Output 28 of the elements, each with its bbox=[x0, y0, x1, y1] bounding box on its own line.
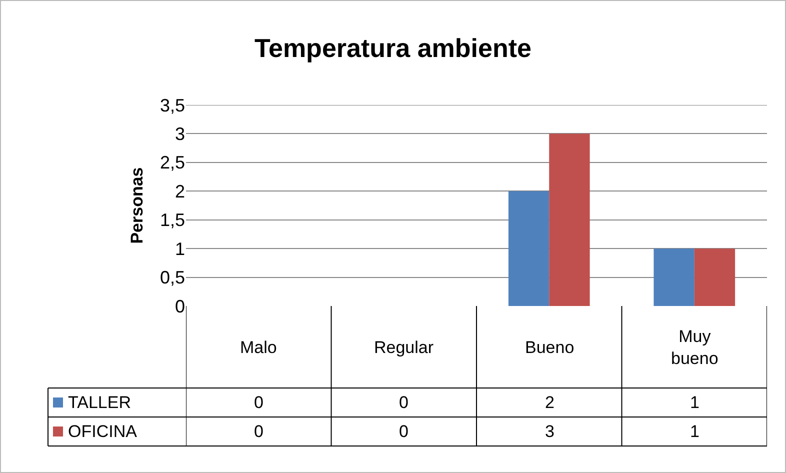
data-label: 1 bbox=[690, 393, 700, 412]
y-tick-label: 2 bbox=[174, 181, 185, 202]
y-axis-title: Personas bbox=[128, 167, 147, 244]
data-label: 1 bbox=[690, 422, 700, 441]
y-tick-label: 3 bbox=[174, 124, 185, 144]
data-label: 3 bbox=[545, 422, 554, 441]
bar bbox=[508, 191, 550, 306]
bar bbox=[549, 134, 590, 306]
legend-label: OFICINA bbox=[68, 422, 138, 441]
data-label: 0 bbox=[254, 422, 264, 441]
y-tick-label: 0 bbox=[174, 296, 185, 316]
data-label: 2 bbox=[545, 393, 554, 412]
x-tick-label: Muy bueno bbox=[671, 327, 718, 368]
y-tick-label: 1,5 bbox=[160, 210, 185, 230]
y-tick-label: 1 bbox=[174, 238, 185, 259]
y-tick-label: 3,5 bbox=[160, 95, 185, 116]
x-tick-label: Bueno bbox=[525, 338, 574, 357]
y-tick-label: 2,5 bbox=[160, 152, 185, 173]
y-tick-label: 0,5 bbox=[160, 268, 185, 288]
x-tick-label: Malo bbox=[240, 338, 277, 357]
data-label: 0 bbox=[399, 422, 408, 441]
data-label: 0 bbox=[399, 393, 408, 412]
x-tick-label: Regular bbox=[374, 338, 434, 357]
bar bbox=[654, 248, 694, 306]
data-label: 0 bbox=[254, 393, 264, 412]
legend-label: TALLER bbox=[68, 393, 131, 412]
bar bbox=[694, 248, 736, 306]
chart-title: Temperatura ambiente bbox=[254, 33, 532, 64]
